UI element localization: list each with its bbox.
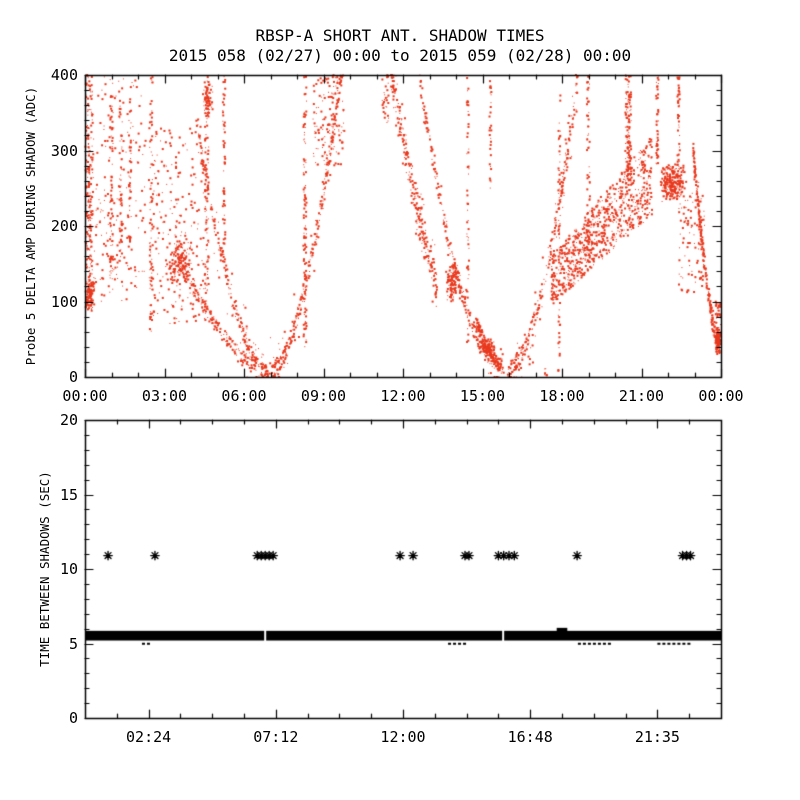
top-panel-y-axis-label: Probe 5 DELTA AMP DURING SHADOW (ADC) [23, 86, 38, 366]
probe5-delta-amp-x-tick-label-1: 03:00 [141, 387, 188, 405]
time-between-shadows-x-tick-label-3: 16:48 [507, 728, 553, 746]
probe5-delta-amp-y-tick-label-2: 200 [50, 217, 78, 235]
time-between-shadows-x-tick-label-2: 12:00 [380, 728, 426, 746]
probe5-delta-amp-y-tick-label-4: 400 [50, 66, 78, 84]
bottom-panel-y-axis-label: TIME BETWEEN SHADOWS (SEC) [37, 471, 52, 667]
probe5-delta-amp-y-tick-label-0: 0 [68, 368, 78, 386]
probe5-delta-amp-x-tick-label-4: 12:00 [380, 387, 426, 405]
time-between-shadows-x-tick-label-1: 07:12 [253, 728, 299, 746]
time-between-shadows-y-tick-label-3: 15 [59, 485, 78, 504]
probe5-delta-amp-x-tick-label-6: 18:00 [539, 387, 585, 405]
probe5-delta-amp-x-tick-label-7: 21:00 [618, 387, 665, 405]
probe5-delta-amp-x-tick-label-8: 00:00 [698, 387, 744, 405]
time-between-shadows-y-tick-label-0: 0 [68, 709, 78, 727]
probe5-delta-amp-y-tick-label-1: 100 [50, 292, 78, 311]
probe5-delta-amp-x-tick-label-5: 15:00 [459, 387, 506, 405]
chart-title: RBSP-A SHORT ANT. SHADOW TIMES [255, 26, 545, 45]
time-between-shadows-x-tick-label-0: 02:24 [126, 728, 172, 746]
probe5-delta-amp-y-tick-label-3: 300 [50, 141, 78, 160]
chart-subtitle: 2015 058 (02/27) 00:00 to 2015 059 (02/2… [168, 46, 632, 65]
time-between-shadows-y-tick-label-2: 10 [59, 560, 78, 578]
probe5-delta-amp-x-tick-label-3: 09:00 [300, 387, 347, 405]
time-between-shadows-y-tick-label-1: 5 [68, 634, 78, 653]
probe5-delta-amp-x-tick-label-2: 06:00 [221, 387, 267, 405]
time-between-shadows-x-tick-label-4: 21:35 [634, 728, 680, 746]
probe5-delta-amp-x-tick-label-0: 00:00 [62, 387, 108, 405]
time-between-shadows-y-tick-label-4: 20 [59, 411, 78, 429]
